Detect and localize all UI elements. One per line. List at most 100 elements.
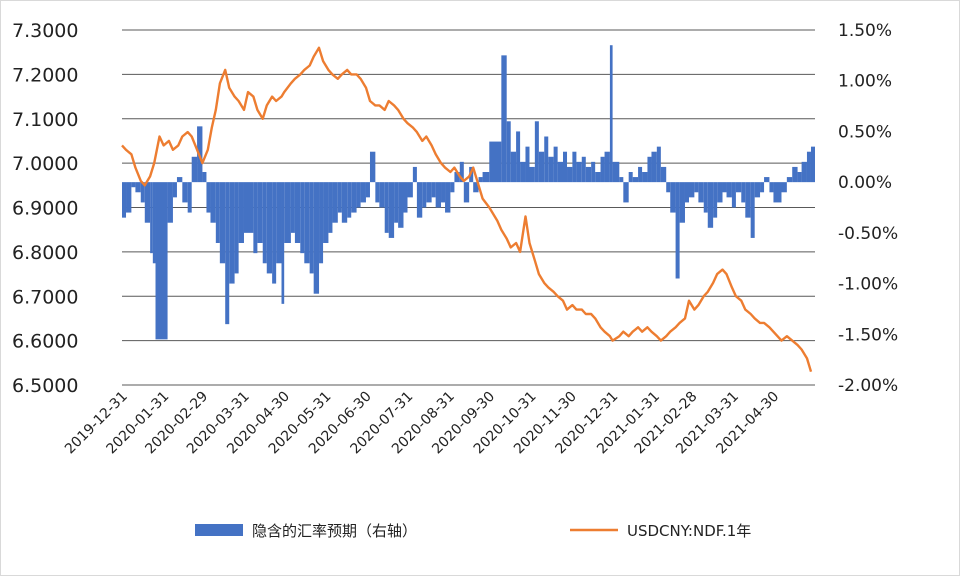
bar — [431, 182, 436, 198]
left-tick-label: 6.8000 — [12, 242, 78, 264]
bar — [623, 182, 629, 203]
bar — [694, 182, 699, 193]
bar — [276, 182, 282, 264]
bar — [516, 131, 521, 183]
bar — [750, 182, 755, 238]
bar — [726, 182, 732, 198]
bar — [656, 146, 661, 183]
bar — [689, 182, 695, 198]
bar — [167, 182, 173, 223]
bar — [445, 182, 451, 213]
bar — [398, 182, 404, 228]
bar — [309, 182, 314, 274]
bar — [595, 172, 601, 183]
bar — [703, 182, 708, 213]
bar — [384, 182, 389, 233]
bar — [544, 136, 549, 183]
bar — [266, 182, 273, 274]
bar — [684, 182, 689, 203]
bar — [567, 166, 573, 183]
right-tick-label: -0.50% — [838, 224, 898, 244]
right-tick-label: 0.00% — [838, 173, 892, 193]
bar — [122, 182, 127, 218]
bar — [272, 182, 277, 284]
bar — [441, 182, 446, 203]
bar — [525, 146, 530, 183]
bar — [801, 161, 807, 183]
bar — [612, 161, 620, 183]
bar — [506, 121, 511, 183]
bar — [219, 182, 226, 264]
bar — [707, 182, 714, 228]
bar — [675, 182, 680, 279]
right-tick-label: 1.50% — [838, 21, 892, 41]
left-tick-label: 7.3000 — [12, 20, 78, 42]
bar — [140, 182, 145, 203]
bar — [412, 166, 417, 183]
bar — [341, 182, 348, 223]
bar — [642, 172, 648, 183]
bar — [257, 182, 263, 243]
bar — [797, 172, 802, 183]
legend-bar-swatch — [195, 524, 243, 536]
line-series — [121, 46, 813, 373]
bar — [628, 172, 633, 183]
bar — [792, 166, 798, 183]
bar — [229, 182, 235, 284]
bar — [152, 182, 156, 264]
bar — [126, 182, 132, 213]
legend-line-label: USDCNY:NDF.1年 — [627, 522, 751, 540]
bar — [619, 177, 624, 183]
bar — [365, 182, 370, 198]
bar — [262, 182, 267, 264]
bar — [243, 182, 248, 233]
bar — [806, 151, 811, 183]
bar — [416, 182, 423, 218]
bar — [182, 182, 188, 203]
bar — [501, 55, 507, 183]
bar — [548, 156, 554, 183]
right-axis: 1.50% 1.00% 0.50% 0.00% -0.50% -1.00% -1.50% -2… — [838, 21, 898, 396]
bar — [786, 177, 793, 183]
left-tick-label: 7.0000 — [12, 153, 78, 175]
bar — [248, 182, 254, 233]
bar — [347, 182, 352, 218]
bar — [176, 177, 183, 183]
bar — [375, 182, 380, 203]
bar — [745, 182, 751, 218]
bar — [206, 182, 211, 213]
legend-bar-label: 隐含的汇率预期（右轴） — [252, 522, 417, 540]
bar — [337, 182, 342, 213]
bar — [632, 177, 639, 183]
bar — [764, 177, 770, 183]
left-tick-label: 6.9000 — [12, 198, 78, 220]
bar — [351, 182, 357, 213]
bar — [666, 182, 671, 193]
bar — [520, 161, 526, 183]
bar — [191, 156, 198, 183]
bar — [450, 182, 455, 193]
bar — [478, 177, 483, 183]
bar — [388, 182, 395, 238]
left-tick-label: 7.1000 — [12, 109, 78, 131]
bar — [810, 146, 815, 183]
bar — [638, 166, 643, 183]
right-tick-label: -2.00% — [838, 376, 898, 396]
bar — [215, 182, 220, 243]
bar — [135, 182, 141, 193]
right-tick-label: 1.00% — [838, 72, 892, 92]
bar — [769, 182, 774, 193]
bar — [323, 182, 329, 243]
left-tick-label: 6.5000 — [12, 375, 78, 397]
bar — [131, 182, 136, 188]
bar — [210, 182, 216, 223]
bar — [538, 151, 545, 183]
bar — [510, 151, 517, 183]
bar-series — [122, 45, 815, 340]
right-tick-label: -1.50% — [838, 325, 898, 345]
bar — [294, 182, 301, 243]
bar — [781, 182, 787, 193]
bar — [741, 182, 746, 203]
bar — [563, 151, 568, 183]
